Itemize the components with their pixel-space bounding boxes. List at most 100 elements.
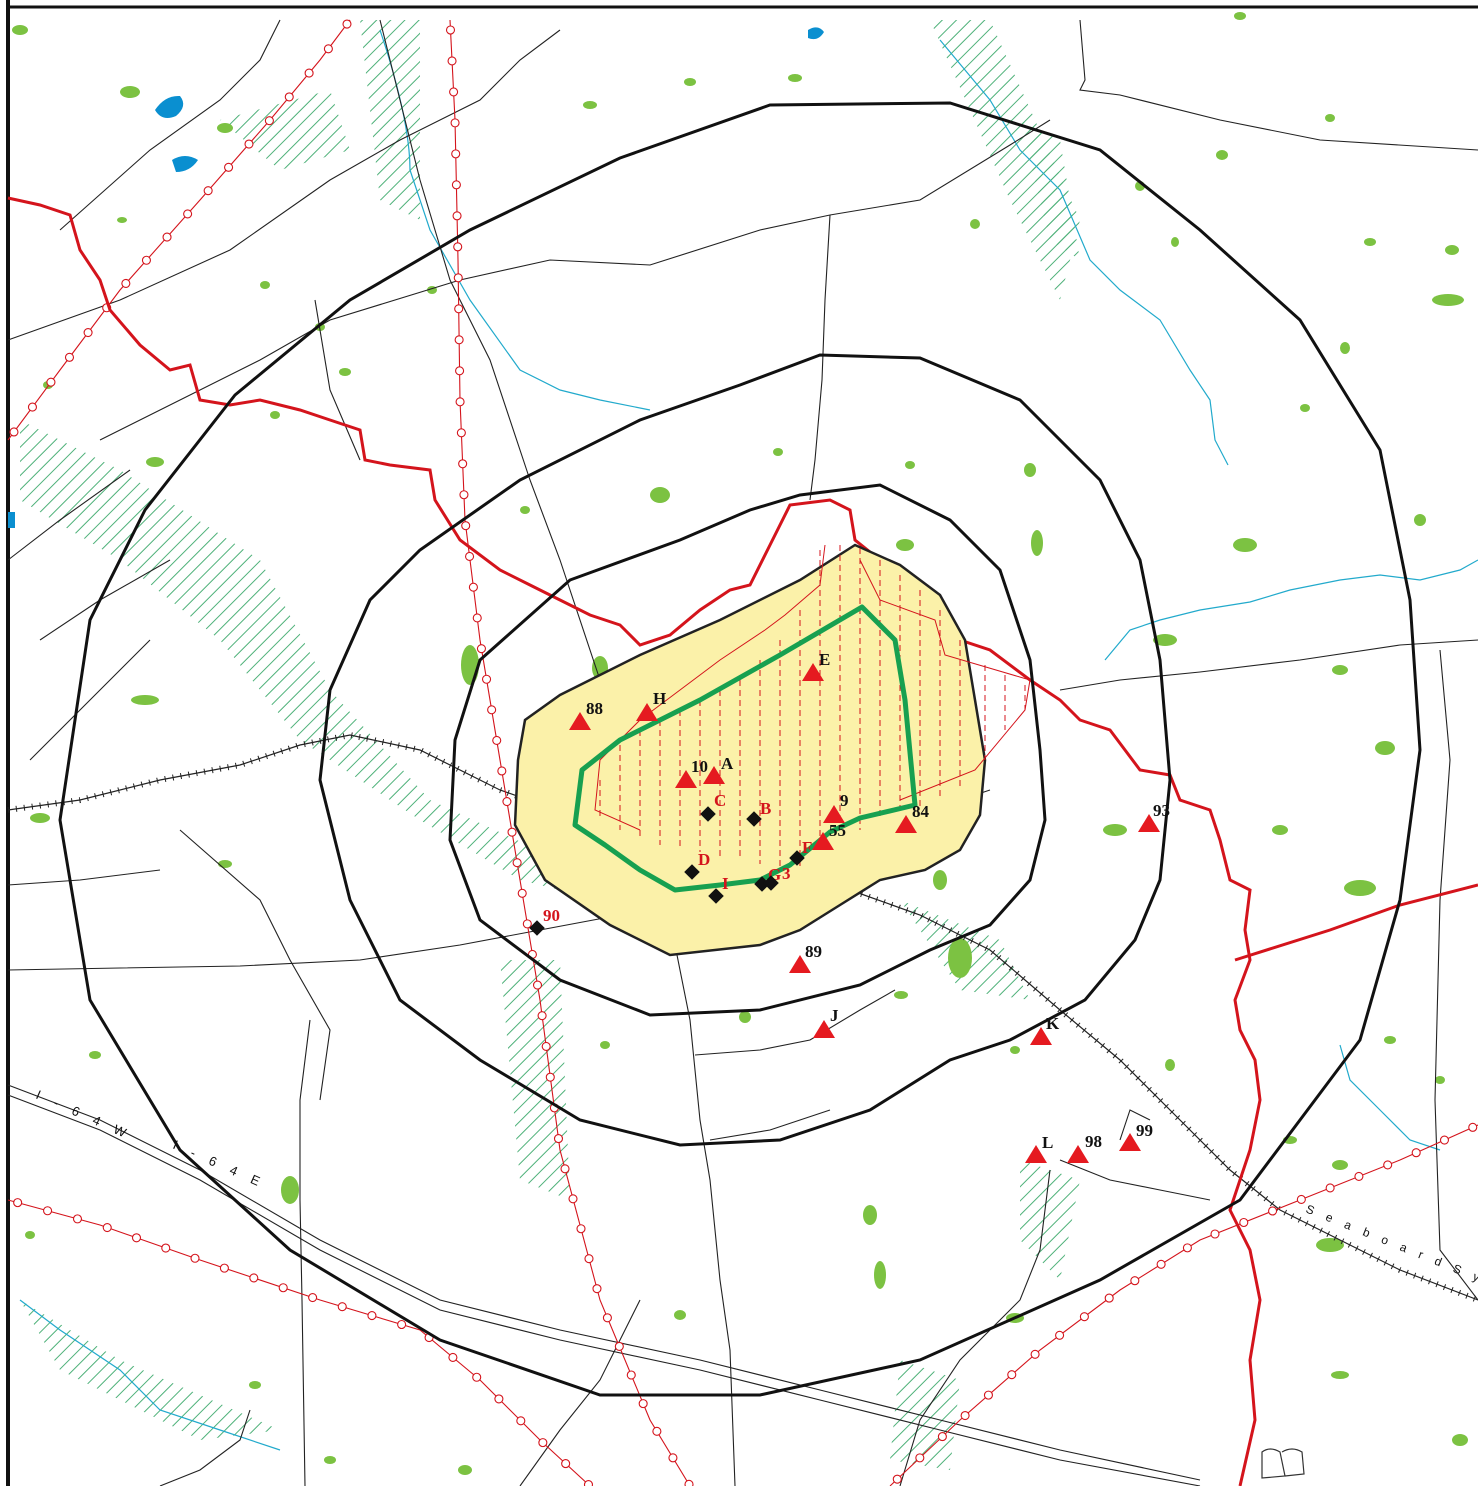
- site-55[interactable]: 55: [812, 821, 846, 850]
- pipeline-marker: [516, 1416, 526, 1426]
- pipeline-marker: [1055, 1330, 1065, 1340]
- pipeline-marker: [638, 1399, 648, 1409]
- pipeline-marker: [397, 1319, 407, 1330]
- pipeline-marker: [522, 919, 532, 929]
- streams: [19, 29, 1478, 1451]
- pipeline-marker: [27, 402, 37, 412]
- site-9[interactable]: 9: [823, 791, 849, 823]
- site-88[interactable]: 88: [569, 699, 603, 730]
- red-triangle-icon: [1025, 1145, 1047, 1163]
- pipeline-marker: [1104, 1293, 1114, 1303]
- pipeline-marker: [337, 1302, 347, 1312]
- pipeline-marker: [472, 1372, 482, 1382]
- site-label: 90: [543, 906, 560, 925]
- pipeline-marker: [532, 980, 543, 990]
- plume-lines: [599, 545, 1026, 870]
- site-label: 55: [829, 821, 846, 840]
- site-label: I: [722, 874, 729, 893]
- facility-boundary: [572, 604, 918, 893]
- site-89[interactable]: 89: [789, 942, 822, 973]
- site-label: J: [830, 1006, 839, 1025]
- pipeline-marker: [1007, 1370, 1017, 1380]
- red-triangle-icon: [802, 663, 824, 681]
- site-a[interactable]: A: [703, 754, 734, 784]
- pipeline-marker: [1182, 1243, 1192, 1253]
- pipeline-marker: [502, 797, 512, 807]
- pipeline-marker: [583, 1480, 594, 1486]
- pipeline-marker: [455, 366, 465, 376]
- site-h[interactable]: H: [636, 689, 666, 721]
- pipeline-marker: [668, 1453, 678, 1463]
- red-triangle-icon: [1119, 1133, 1141, 1151]
- site-label: D: [698, 850, 710, 869]
- site-label: 3: [782, 864, 791, 883]
- pipeline-marker: [449, 87, 459, 97]
- site-label: 99: [1136, 1121, 1153, 1140]
- red-triangle-icon: [789, 955, 811, 973]
- site-98[interactable]: 98: [1067, 1132, 1102, 1163]
- pipeline-marker: [1439, 1135, 1450, 1145]
- pipeline-marker: [1383, 1160, 1393, 1170]
- pipeline-marker: [456, 428, 466, 438]
- pipeline-marker: [468, 582, 478, 592]
- pipeline-marker: [445, 25, 456, 35]
- site-label: F: [802, 838, 812, 857]
- pipeline-marker: [249, 1273, 259, 1283]
- pipeline-marker: [453, 242, 463, 252]
- pipeline-marker: [492, 735, 502, 745]
- site-label: A: [721, 754, 734, 773]
- site-k[interactable]: K: [1030, 1014, 1060, 1045]
- map-symbol: [1261, 1448, 1305, 1479]
- pipeline-marker: [1079, 1312, 1089, 1322]
- pipeline-marker: [512, 858, 522, 868]
- pipeline-marker: [102, 1222, 112, 1233]
- pipeline-marker: [476, 644, 486, 654]
- pipeline-marker: [224, 162, 234, 172]
- red-triangle-icon: [895, 815, 917, 833]
- pipeline-marker: [141, 255, 151, 265]
- pipeline-marker: [1411, 1148, 1421, 1158]
- pipeline-marker: [614, 1341, 624, 1351]
- pipeline-markers: [9, 19, 1478, 1486]
- site-e[interactable]: E: [802, 650, 830, 681]
- pipeline-marker: [1325, 1183, 1335, 1193]
- site-84[interactable]: 84: [895, 802, 930, 833]
- pipeline-marker: [308, 1292, 318, 1303]
- pipeline-marker: [9, 427, 19, 437]
- pipeline-marker: [13, 1198, 23, 1208]
- red-triangle-icon: [703, 766, 725, 784]
- pipeline-marker: [652, 1426, 662, 1436]
- pipeline-marker: [892, 1474, 902, 1484]
- pipeline-marker: [121, 278, 131, 288]
- site-10[interactable]: 10: [675, 757, 708, 788]
- pipeline-marker: [162, 232, 172, 242]
- red-triangle-icon: [636, 703, 658, 721]
- site-label: L: [1042, 1133, 1053, 1152]
- pipeline-marker: [447, 56, 457, 66]
- pipeline-marker: [537, 1011, 547, 1021]
- pipeline-marker: [448, 1352, 458, 1362]
- pipeline-marker: [568, 1194, 578, 1204]
- pipeline-marker: [983, 1390, 993, 1400]
- contour-ring-3: [448, 483, 1047, 1017]
- site-99[interactable]: 99: [1119, 1121, 1153, 1151]
- pipeline-marker: [481, 674, 492, 684]
- site-label: H: [653, 689, 666, 708]
- site-j[interactable]: J: [813, 1006, 839, 1038]
- pipeline-marker: [560, 1164, 570, 1174]
- pipeline-marker: [465, 551, 475, 561]
- pipeline-marker: [367, 1311, 377, 1321]
- pipeline-marker: [278, 1283, 288, 1293]
- site-93[interactable]: 93: [1138, 801, 1170, 832]
- red-triangle-icon: [1067, 1145, 1089, 1163]
- site-label: 84: [912, 802, 930, 821]
- pipeline-marker: [541, 1041, 551, 1051]
- pipeline-marker: [561, 1459, 571, 1469]
- red-triangle-icon: [823, 805, 845, 823]
- pipeline-marker: [538, 1438, 548, 1448]
- contour-rings: [58, 101, 1422, 1397]
- site-l[interactable]: L: [1025, 1133, 1053, 1163]
- pipeline-marker: [64, 352, 75, 362]
- pipeline-marker: [46, 377, 56, 387]
